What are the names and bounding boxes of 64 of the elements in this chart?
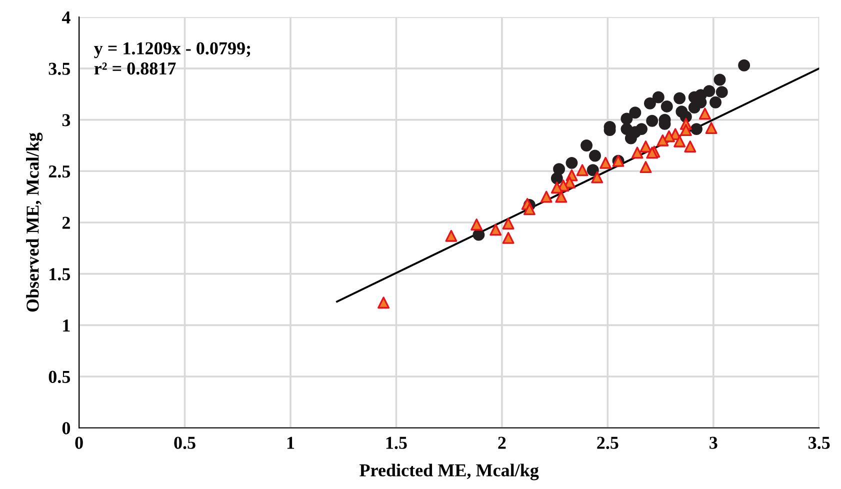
point [663, 130, 675, 142]
point [674, 135, 686, 148]
x-axis-title: Predicted ME, Mcal/kg [360, 464, 539, 480]
point [656, 134, 669, 146]
point [550, 172, 563, 184]
point [589, 150, 601, 162]
x-tick-label: 0.5 [174, 436, 196, 449]
point [646, 114, 658, 127]
point [680, 124, 692, 136]
point [644, 97, 656, 110]
y-tick-label: 1 [63, 320, 70, 332]
point [550, 182, 563, 194]
point [566, 156, 578, 169]
point [629, 106, 642, 119]
point [684, 140, 696, 152]
y-tick-label: 2.5 [48, 165, 70, 178]
annotation: y = 1.1209x - 0.0799; r² = 0.8817 [94, 42, 250, 75]
point [445, 230, 458, 242]
y-tick-label: 1.5 [50, 268, 70, 280]
x-tick-label: 3 [710, 436, 718, 449]
point [631, 146, 644, 159]
point [640, 140, 652, 152]
point [620, 112, 633, 125]
point [600, 156, 612, 169]
point [502, 218, 514, 230]
point [716, 86, 728, 98]
y-tick-label: 0 [62, 422, 70, 434]
point [591, 171, 604, 184]
point [688, 101, 700, 114]
x-tick-label: 2 [498, 436, 506, 449]
point [490, 224, 502, 236]
y-tick-label: 2 [62, 216, 70, 229]
point [714, 74, 726, 86]
point [470, 218, 483, 231]
point [710, 96, 722, 108]
point [502, 232, 514, 244]
x-tick-label: 1 [287, 436, 294, 449]
point [690, 123, 702, 136]
point [738, 59, 750, 72]
point [652, 91, 664, 104]
point [580, 139, 593, 152]
point [378, 296, 390, 309]
point [698, 108, 711, 120]
point [540, 190, 552, 203]
y-tick-label: 0.5 [48, 370, 70, 384]
point [576, 164, 588, 176]
point [640, 161, 652, 174]
point [660, 100, 673, 112]
point [555, 190, 568, 203]
y-axis-title: Observed ME, Mcal/kg [26, 132, 43, 312]
point [674, 92, 686, 104]
point [472, 228, 485, 241]
x-tick-label: 3.5 [808, 436, 830, 449]
x-tick-label: 0 [75, 436, 83, 449]
point [553, 163, 566, 176]
y-tick-label: 3.5 [48, 62, 70, 75]
point [705, 122, 718, 134]
x-tick-label: 1.5 [386, 436, 407, 449]
y-tick-label: 4 [62, 11, 70, 24]
x-tick-label: 2.5 [597, 436, 618, 449]
y-tick-label: 3 [62, 114, 70, 126]
point [586, 164, 599, 176]
point [523, 203, 536, 216]
point [703, 85, 716, 98]
